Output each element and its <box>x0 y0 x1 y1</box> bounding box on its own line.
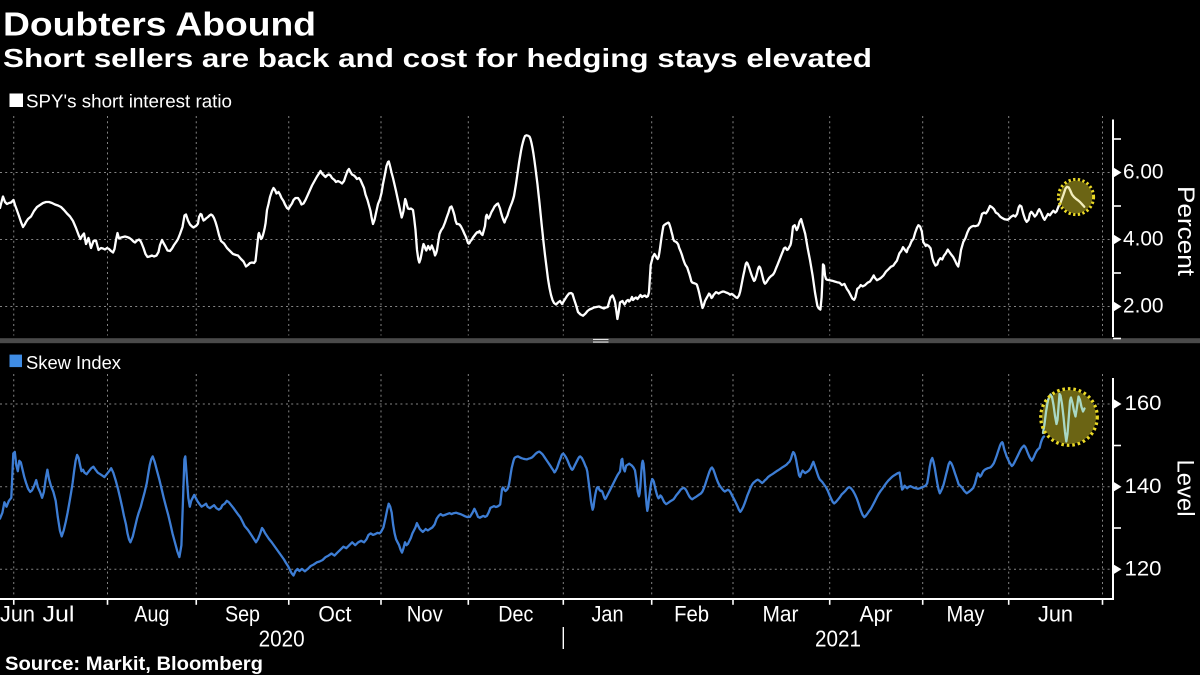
svg-text:6.00: 6.00 <box>1123 160 1164 184</box>
svg-text:Doubters Abound: Doubters Abound <box>3 6 316 43</box>
svg-text:Skew Index: Skew Index <box>26 353 121 373</box>
svg-text:Nov: Nov <box>407 601 444 626</box>
svg-text:Feb: Feb <box>674 601 709 626</box>
svg-text:Level: Level <box>1172 460 1199 517</box>
svg-text:Jun: Jun <box>0 601 35 626</box>
svg-text:Sep: Sep <box>225 601 260 626</box>
svg-text:Jul: Jul <box>43 601 75 626</box>
svg-text:SPY's short interest ratio: SPY's short interest ratio <box>26 92 232 112</box>
svg-text:Percent: Percent <box>1172 186 1199 276</box>
svg-text:2020: 2020 <box>259 626 305 652</box>
svg-text:May: May <box>947 601 986 626</box>
svg-text:Jan: Jan <box>592 601 624 626</box>
svg-text:120: 120 <box>1125 557 1162 581</box>
svg-text:Aug: Aug <box>134 601 169 626</box>
svg-text:160: 160 <box>1125 391 1162 415</box>
svg-text:Source: Markit, Bloomberg: Source: Markit, Bloomberg <box>5 654 263 675</box>
svg-text:Dec: Dec <box>498 601 533 626</box>
svg-text:Short sellers are back and cos: Short sellers are back and cost for hedg… <box>3 45 872 73</box>
svg-text:Mar: Mar <box>763 601 799 626</box>
svg-text:2.00: 2.00 <box>1123 294 1164 318</box>
svg-text:4.00: 4.00 <box>1123 227 1164 251</box>
svg-text:Apr: Apr <box>860 601 893 626</box>
svg-text:2021: 2021 <box>815 626 861 652</box>
svg-text:Jun: Jun <box>1038 601 1073 626</box>
svg-text:140: 140 <box>1125 474 1162 498</box>
svg-text:Oct: Oct <box>318 601 352 626</box>
